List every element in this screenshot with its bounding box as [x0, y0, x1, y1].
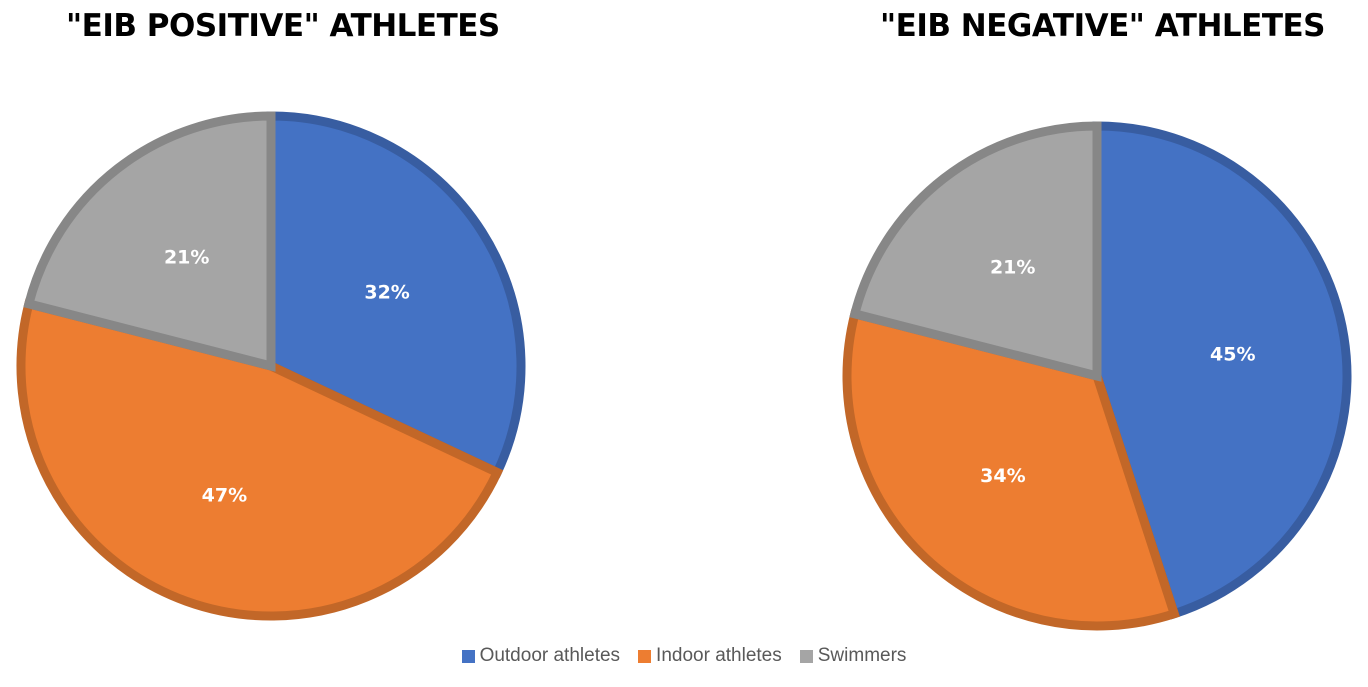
legend-item-outdoor: Outdoor athletes	[461, 645, 621, 667]
legend-swatch-indoor	[638, 649, 652, 663]
pie-slice-swimmers	[849, 121, 1102, 382]
legend-item-swimmers: Swimmers	[799, 645, 907, 667]
legend-swatch-swimmers	[799, 649, 813, 663]
pie-charts-canvas: 32% 47% 21% 45% 34% 21%	[16, 111, 1352, 631]
chart-title-eib-negative: "EIB NEGATIVE" ATHLETES	[880, 8, 1325, 44]
legend-label-indoor: Indoor athletes	[656, 645, 782, 666]
data-label-swimmers: 21%	[990, 256, 1035, 278]
data-label-indoor: 34%	[980, 465, 1025, 487]
legend-swatch-outdoor	[461, 649, 475, 663]
chart-title-eib-positive: "EIB POSITIVE" ATHLETES	[66, 8, 500, 44]
data-label-swimmers: 21%	[164, 246, 209, 268]
data-label-outdoor: 45%	[1210, 344, 1255, 366]
legend-label-swimmers: Swimmers	[817, 645, 907, 666]
pie-slice-outdoor	[1092, 121, 1352, 620]
legend-item-indoor: Indoor athletes	[638, 645, 782, 667]
pie-slice-indoor	[16, 298, 504, 621]
pie-slice-swimmers	[23, 111, 276, 372]
chart-legend: Outdoor athletes Indoor athletes Swimmer…	[0, 645, 1368, 667]
pie-slice-indoor	[842, 308, 1180, 631]
pie-chart-eib-positive: 32% 47% 21%	[16, 111, 526, 621]
pie-chart-eib-negative: 45% 34% 21%	[842, 121, 1352, 631]
data-label-outdoor: 32%	[364, 281, 409, 303]
legend-label-outdoor: Outdoor athletes	[479, 645, 621, 666]
data-label-indoor: 47%	[202, 484, 247, 506]
pie-slice-outdoor	[266, 111, 526, 479]
